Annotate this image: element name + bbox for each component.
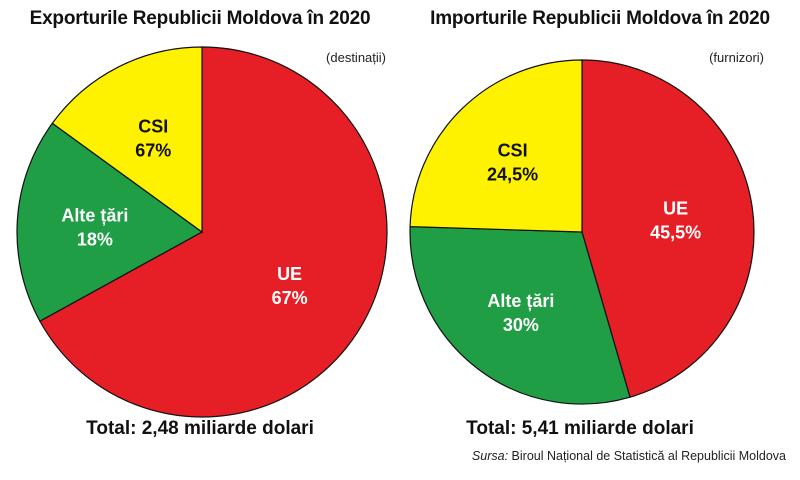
imports-pie-chart: UE 45,5% Alte țări 30% CSI 24,5% bbox=[409, 59, 755, 405]
exports-pie-chart: UE 67% Alte țări 18% CSI 67% bbox=[16, 46, 388, 418]
slice-value-label: 18% bbox=[77, 229, 113, 249]
slice-value-label: 24,5% bbox=[487, 164, 538, 184]
pie-slice-csi bbox=[409, 59, 583, 233]
chart-total: Total: 2,48 miliarde dolari bbox=[86, 418, 314, 439]
slice-name-label: CSI bbox=[498, 140, 528, 160]
slice-name-label: CSI bbox=[138, 116, 168, 136]
pie-slice-alte-tari bbox=[16, 122, 204, 322]
slice-value-label: 67% bbox=[272, 288, 308, 308]
imports-panel: Importurile Republicii Moldova în 2020 (… bbox=[400, 0, 800, 445]
chart-title: Exporturile Republicii Moldova în 2020 bbox=[29, 8, 371, 29]
slice-value-label: 45,5% bbox=[650, 223, 701, 243]
source-text: Biroul Național de Statistică al Republi… bbox=[511, 449, 786, 463]
pie-slice-alte-tari bbox=[409, 225, 631, 405]
slice-name-label: UE bbox=[277, 264, 302, 284]
chart-total: Total: 5,41 miliarde dolari bbox=[466, 418, 694, 439]
pie-slice-ue bbox=[39, 46, 388, 418]
chart-subtitle: (destinații) bbox=[326, 50, 386, 65]
source-note: Sursa: Biroul Național de Statistică al … bbox=[472, 449, 786, 463]
pie-slice-ue bbox=[581, 59, 755, 398]
slice-name-label: UE bbox=[663, 199, 688, 219]
slice-value-label: 30% bbox=[503, 315, 539, 335]
source-label: Sursa: bbox=[471, 449, 509, 463]
chart-subtitle: (furnizori) bbox=[709, 50, 764, 65]
chart-title: Importurile Republicii Moldova în 2020 bbox=[430, 8, 770, 29]
slice-name-label: Alte țări bbox=[61, 205, 128, 225]
exports-panel: Exporturile Republicii Moldova în 2020 (… bbox=[0, 0, 400, 445]
pie-slice-csi bbox=[51, 46, 203, 234]
slice-value-label: 67% bbox=[135, 140, 171, 160]
slice-name-label: Alte țări bbox=[487, 291, 554, 311]
